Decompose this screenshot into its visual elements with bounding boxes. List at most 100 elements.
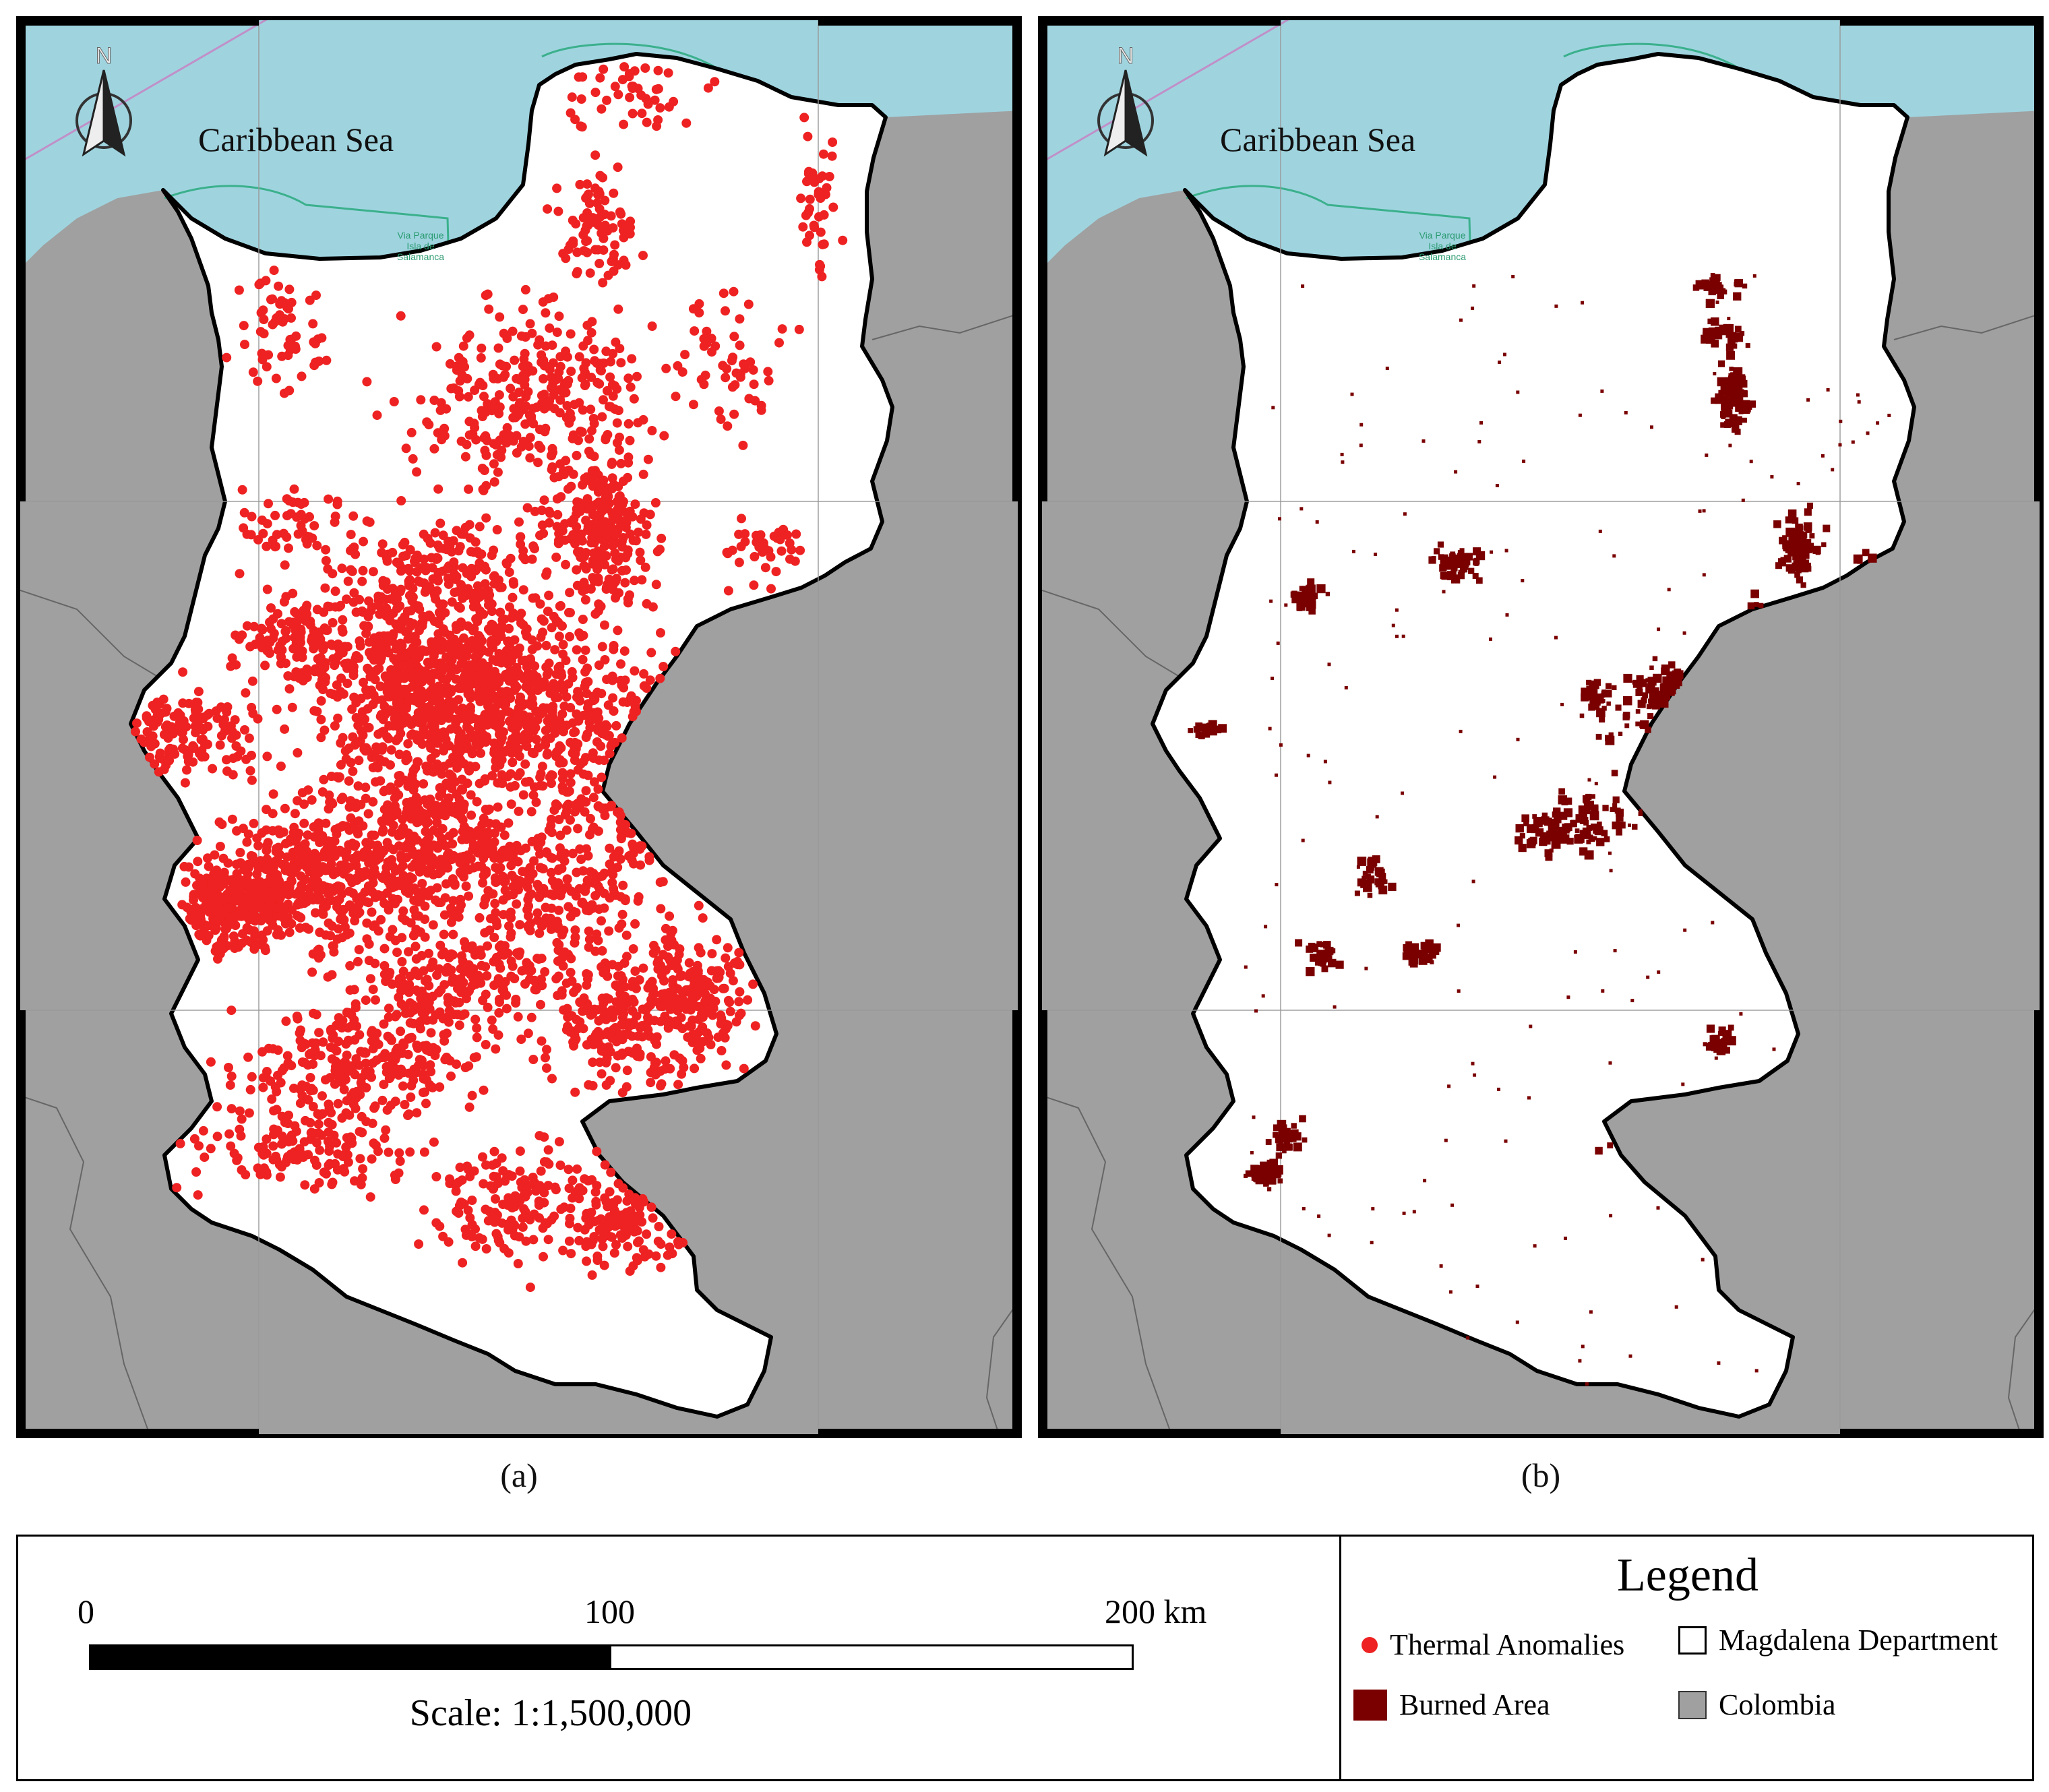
thermal-anomaly-point: [264, 902, 274, 913]
thermal-anomaly-point: [618, 697, 628, 707]
thermal-anomaly-point: [542, 670, 552, 680]
thermal-anomaly-point: [217, 873, 227, 884]
thermal-anomaly-point: [648, 1213, 658, 1223]
thermal-anomaly-point: [490, 898, 500, 908]
thermal-anomaly-point: [342, 1096, 352, 1106]
thermal-anomaly-point: [516, 331, 526, 341]
thermal-anomaly-point: [429, 716, 439, 727]
thermal-anomaly-point: [550, 645, 560, 655]
thermal-anomaly-point: [628, 712, 638, 722]
thermal-anomaly-point: [258, 528, 268, 538]
thermal-anomaly-point: [397, 1048, 407, 1058]
thermal-anomaly-point: [343, 1035, 353, 1045]
thermal-anomaly-point: [238, 896, 248, 906]
thermal-anomaly-point: [556, 743, 566, 753]
thermal-anomaly-point: [451, 1179, 461, 1189]
thermal-anomaly-point: [597, 916, 606, 926]
thermal-anomaly-point: [675, 1053, 685, 1063]
thermal-anomaly-point: [285, 345, 295, 355]
thermal-anomaly-point: [734, 948, 744, 958]
thermal-anomaly-point: [504, 716, 514, 727]
thermal-anomaly-point: [783, 530, 792, 540]
thermal-anomaly-point: [311, 894, 322, 904]
thermal-anomaly-point: [377, 539, 388, 549]
thermal-anomaly-point: [750, 1021, 760, 1031]
thermal-anomaly-point: [132, 718, 142, 729]
thermal-anomaly-point: [572, 450, 582, 460]
thermal-anomaly-point: [318, 1037, 328, 1047]
thermal-anomaly-point: [472, 617, 483, 627]
thermal-anomaly-point: [575, 696, 585, 706]
thermal-anomaly-point: [358, 1164, 368, 1174]
thermal-anomaly-point: [464, 520, 475, 530]
thermal-anomaly-point: [390, 707, 400, 717]
thermal-anomaly-point: [426, 867, 436, 877]
thermal-anomaly-point: [520, 759, 530, 769]
thermal-anomaly-point: [819, 210, 829, 220]
thermal-anomaly-point: [420, 932, 430, 942]
thermal-anomaly-point: [239, 321, 249, 331]
thermal-anomaly-point: [582, 1256, 592, 1266]
thermal-anomaly-point: [344, 900, 355, 910]
thermal-anomaly-point: [370, 675, 380, 685]
thermal-anomaly-point: [357, 1127, 367, 1138]
north-arrow-icon: N: [75, 43, 132, 157]
thermal-anomaly-point: [191, 905, 201, 915]
thermal-anomaly-point: [739, 359, 749, 369]
thermal-anomaly-point: [428, 1082, 437, 1092]
thermal-anomaly-point: [185, 914, 195, 924]
thermal-anomaly-point: [412, 567, 422, 577]
thermal-anomaly-point: [438, 727, 448, 737]
thermal-anomaly-point: [377, 646, 388, 656]
thermal-anomaly-point: [681, 1004, 692, 1014]
thermal-anomaly-point: [222, 352, 232, 363]
thermal-anomaly-point: [246, 885, 256, 895]
thermal-anomaly-point: [424, 420, 434, 430]
thermal-anomaly-point: [333, 881, 343, 891]
thermal-anomaly-point: [589, 419, 599, 429]
thermal-anomaly-point: [297, 1043, 307, 1053]
thermal-anomaly-point: [444, 1237, 454, 1247]
thermal-anomaly-point: [288, 868, 298, 878]
thermal-anomaly-point: [241, 754, 251, 764]
thermal-anomaly-point: [592, 198, 602, 208]
thermal-anomaly-point: [803, 131, 813, 142]
thermal-anomaly-point: [523, 1028, 533, 1039]
thermal-anomaly-point: [452, 1059, 462, 1070]
thermal-anomaly-point: [750, 552, 760, 561]
thermal-anomaly-point: [193, 687, 204, 697]
thermal-anomaly-point: [659, 431, 669, 441]
thermal-anomaly-point: [149, 721, 158, 731]
thermal-anomaly-point: [355, 1154, 365, 1164]
thermal-anomaly-point: [526, 889, 537, 899]
thermal-anomaly-point: [316, 733, 326, 743]
thermal-anomaly-point: [608, 693, 618, 703]
thermal-anomaly-point: [607, 675, 617, 685]
thermal-anomaly-point: [499, 830, 510, 840]
thermal-anomaly-point: [492, 525, 502, 534]
thermal-anomaly-point: [353, 781, 363, 791]
thermal-anomaly-point: [495, 863, 506, 873]
thermal-anomaly-point: [413, 859, 423, 869]
thermal-anomaly-point: [347, 838, 357, 848]
thermal-anomaly-point: [224, 1129, 235, 1139]
thermal-anomaly-point: [315, 927, 325, 937]
thermal-anomaly-point: [588, 478, 598, 489]
thermal-anomaly-point: [612, 384, 622, 394]
thermal-anomaly-point: [539, 1157, 549, 1167]
thermal-anomaly-point: [319, 774, 329, 784]
thermal-anomaly-point: [434, 700, 444, 710]
thermal-anomaly-point: [458, 357, 468, 367]
thermal-anomaly-point: [338, 733, 348, 743]
thermal-anomaly-point: [688, 304, 698, 314]
thermal-anomaly-point: [543, 716, 553, 726]
thermal-anomaly-point: [531, 735, 541, 745]
thermal-anomaly-point: [578, 213, 588, 223]
thermal-anomaly-point: [396, 566, 406, 576]
thermal-anomaly-point: [274, 825, 284, 835]
thermal-anomaly-point: [597, 871, 607, 881]
thermal-anomaly-point: [464, 430, 475, 440]
thermal-anomaly-point: [247, 775, 257, 785]
thermal-anomaly-point: [572, 645, 582, 655]
thermal-anomaly-point: [464, 1061, 474, 1071]
